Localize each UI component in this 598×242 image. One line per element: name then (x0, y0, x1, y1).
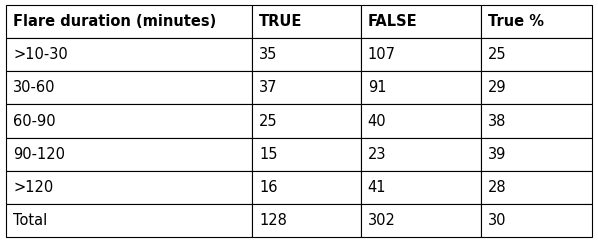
Text: >120: >120 (13, 180, 53, 195)
Text: 30: 30 (488, 213, 507, 228)
Text: TRUE: TRUE (260, 14, 303, 29)
Text: 28: 28 (488, 180, 507, 195)
Text: 91: 91 (368, 80, 386, 95)
Text: 39: 39 (488, 147, 507, 162)
Text: True %: True % (488, 14, 544, 29)
Text: Total: Total (13, 213, 47, 228)
Text: Flare duration (minutes): Flare duration (minutes) (13, 14, 216, 29)
Text: 15: 15 (260, 147, 278, 162)
Text: 90-120: 90-120 (13, 147, 65, 162)
Text: 16: 16 (260, 180, 278, 195)
Text: 25: 25 (488, 47, 507, 62)
Text: 35: 35 (260, 47, 277, 62)
Text: >10-30: >10-30 (13, 47, 68, 62)
Text: 23: 23 (368, 147, 386, 162)
Text: FALSE: FALSE (368, 14, 417, 29)
Text: 302: 302 (368, 213, 396, 228)
Text: 30-60: 30-60 (13, 80, 56, 95)
Text: 60-90: 60-90 (13, 113, 56, 129)
Text: 25: 25 (260, 113, 278, 129)
Text: 41: 41 (368, 180, 386, 195)
Text: 38: 38 (488, 113, 507, 129)
Text: 107: 107 (368, 47, 396, 62)
Text: 37: 37 (260, 80, 278, 95)
Text: 29: 29 (488, 80, 507, 95)
Text: 128: 128 (260, 213, 287, 228)
Text: 40: 40 (368, 113, 386, 129)
